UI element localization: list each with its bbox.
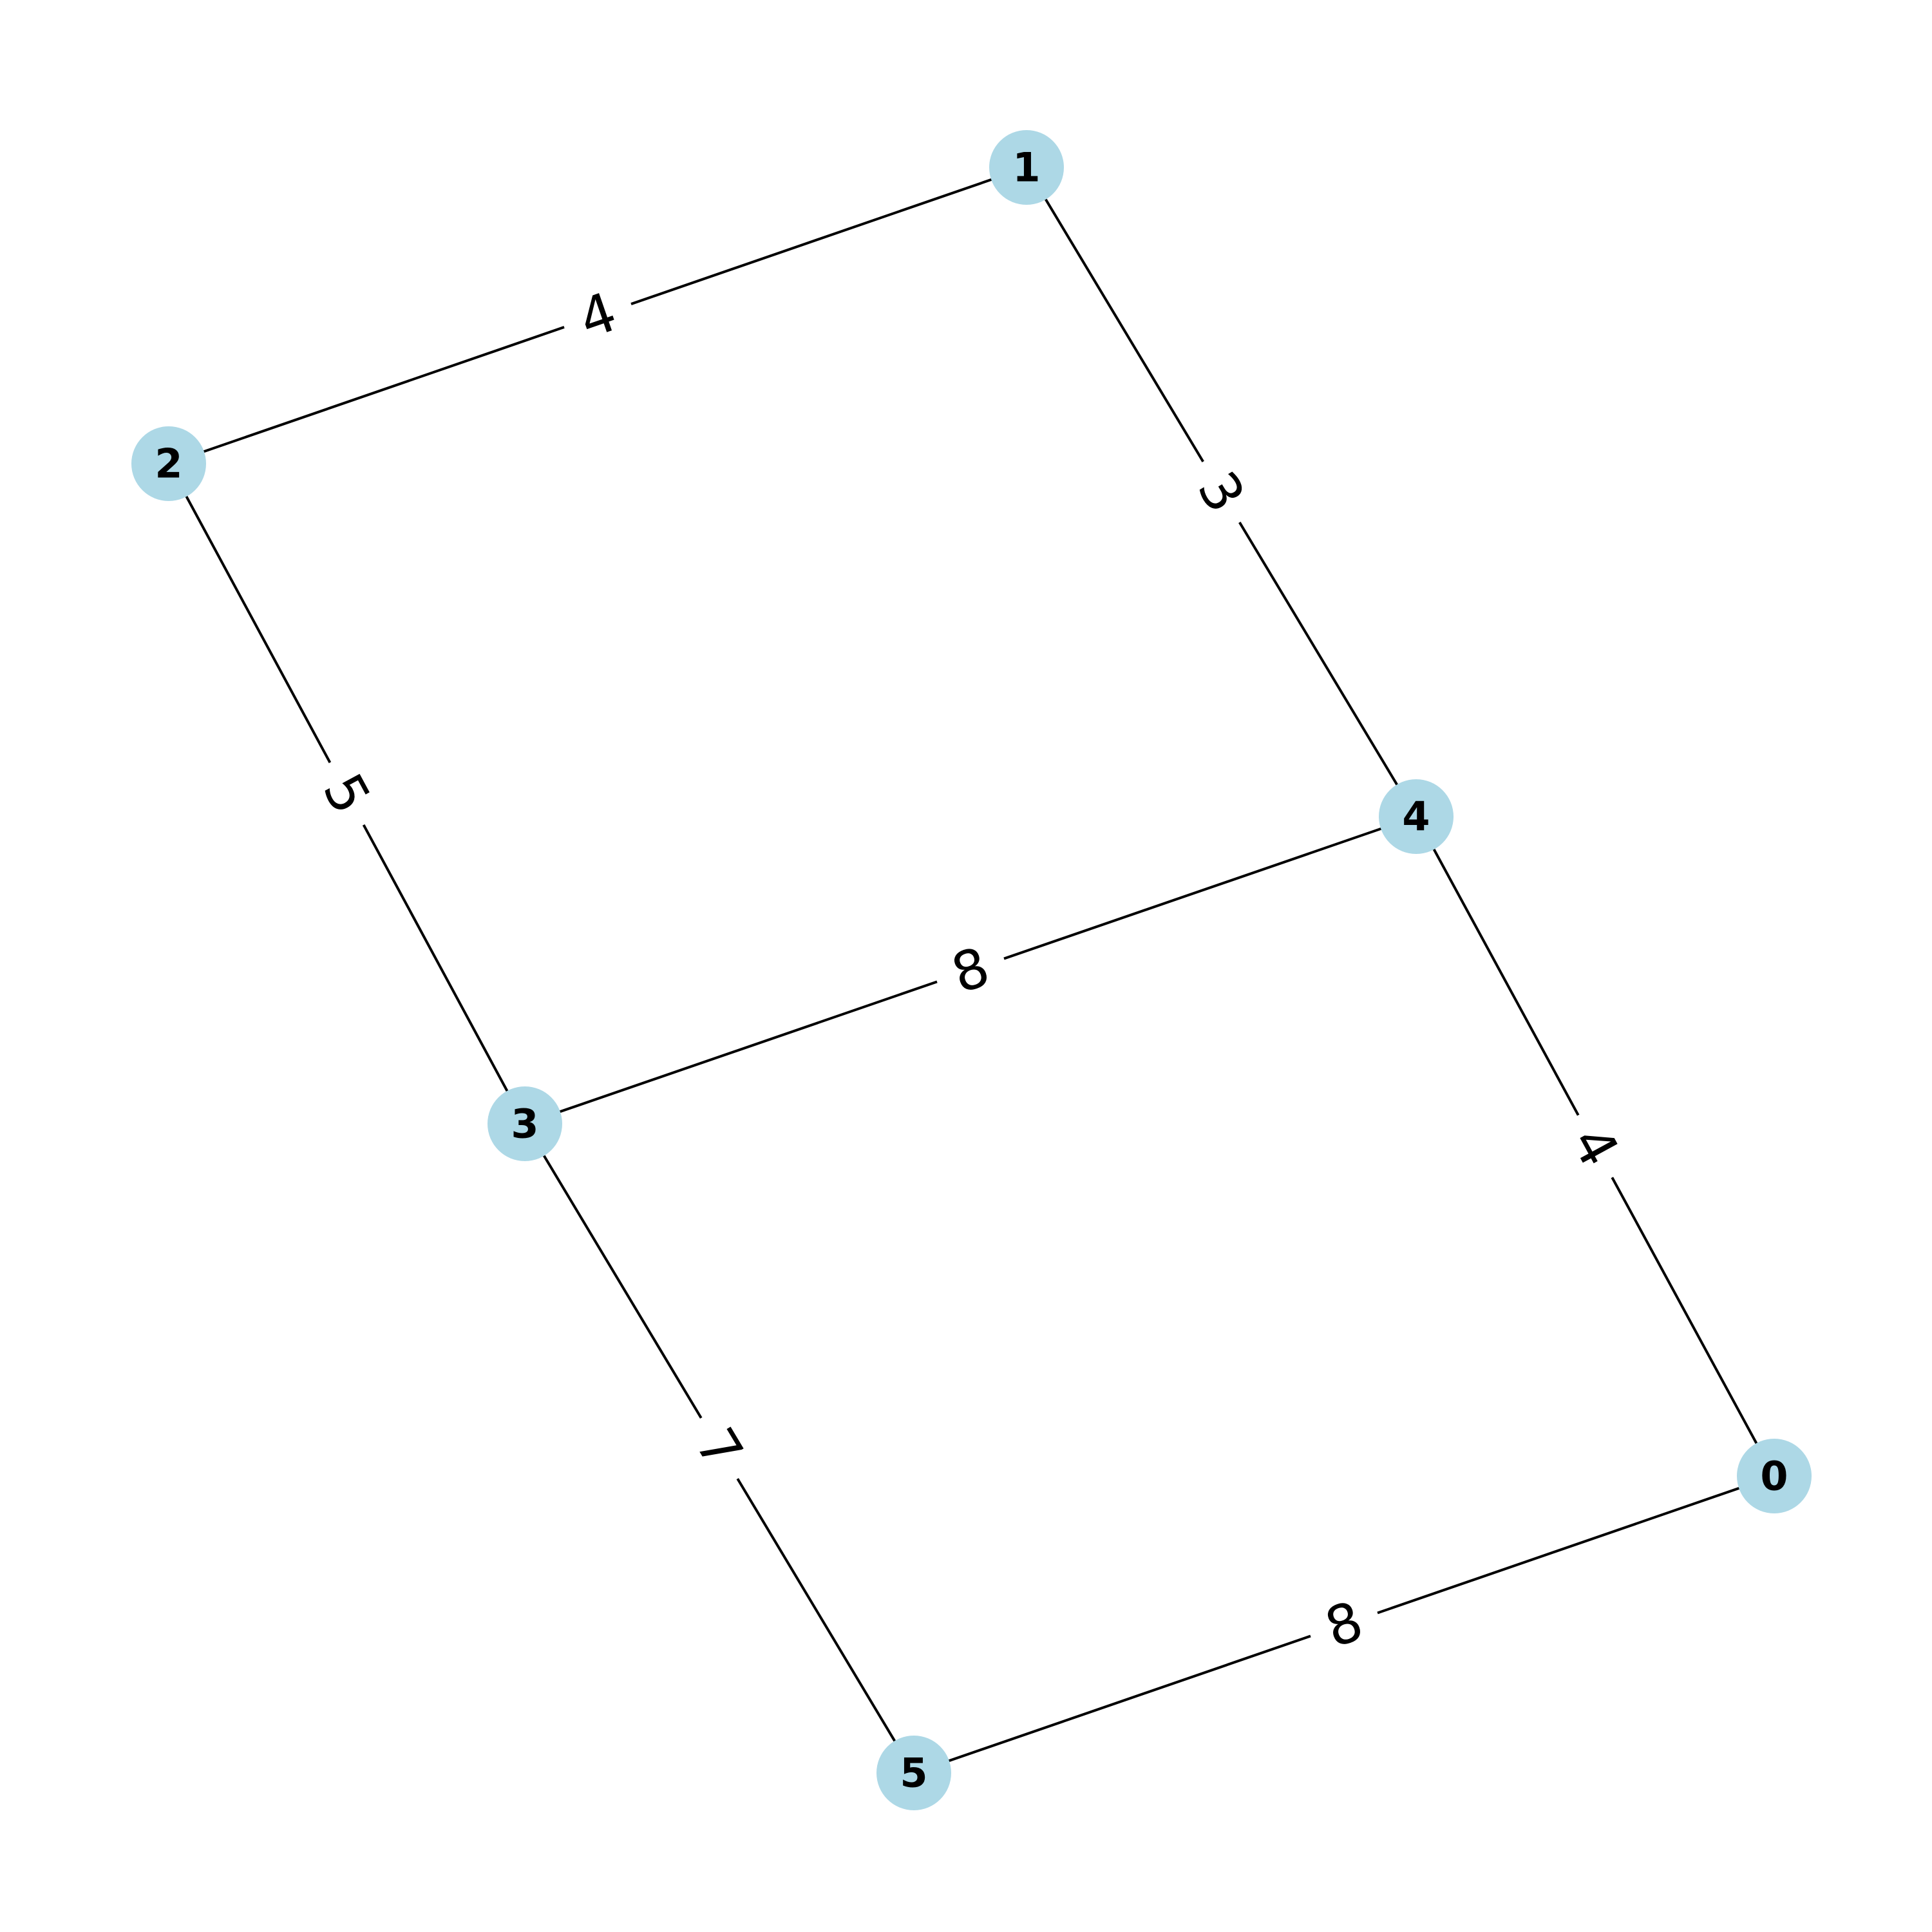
edge-labels-layer: 4 3 5 8 4 7 8 [301, 273, 1641, 1667]
node-label: 0 [1760, 1453, 1788, 1500]
node-label: 4 [1402, 793, 1430, 840]
edge-label-group-4-0: 4 [1549, 1099, 1641, 1193]
node-label: 2 [155, 440, 182, 488]
node-4: 4 [1379, 779, 1454, 854]
node-2: 2 [131, 426, 206, 501]
edge-label-background [673, 1401, 766, 1495]
node-5: 5 [876, 1736, 951, 1810]
edge-label-group-3-4: 8 [926, 928, 1015, 1012]
node-circle [876, 1736, 951, 1810]
edge-label-group-2-1: 4 [553, 273, 642, 358]
node-1: 1 [989, 130, 1064, 205]
node-0: 0 [1737, 1439, 1812, 1513]
edge-label-group-2-3: 5 [301, 747, 392, 840]
edge-label-group-1-4: 3 [1175, 445, 1267, 539]
node-circle [131, 426, 206, 501]
edge-label-background [301, 747, 392, 840]
node-label: 1 [1012, 144, 1040, 191]
node-circle [989, 130, 1064, 205]
node-circle [488, 1086, 562, 1161]
edge-label-group-3-5: 7 [673, 1401, 766, 1495]
node-label: 5 [900, 1750, 927, 1797]
nodes-layer: 0 1 2 3 4 5 [131, 130, 1812, 1810]
edge-label-background [553, 273, 642, 358]
edge-label-background [1175, 445, 1267, 539]
node-circle [1737, 1439, 1812, 1513]
edge-label-background [1300, 1582, 1388, 1667]
node-label: 3 [511, 1101, 538, 1148]
node-circle [1379, 779, 1454, 854]
edge-label-background [926, 928, 1015, 1012]
node-3: 3 [488, 1086, 562, 1161]
edge-label-background [1549, 1099, 1641, 1193]
edge-label-group-5-0: 8 [1300, 1582, 1388, 1667]
